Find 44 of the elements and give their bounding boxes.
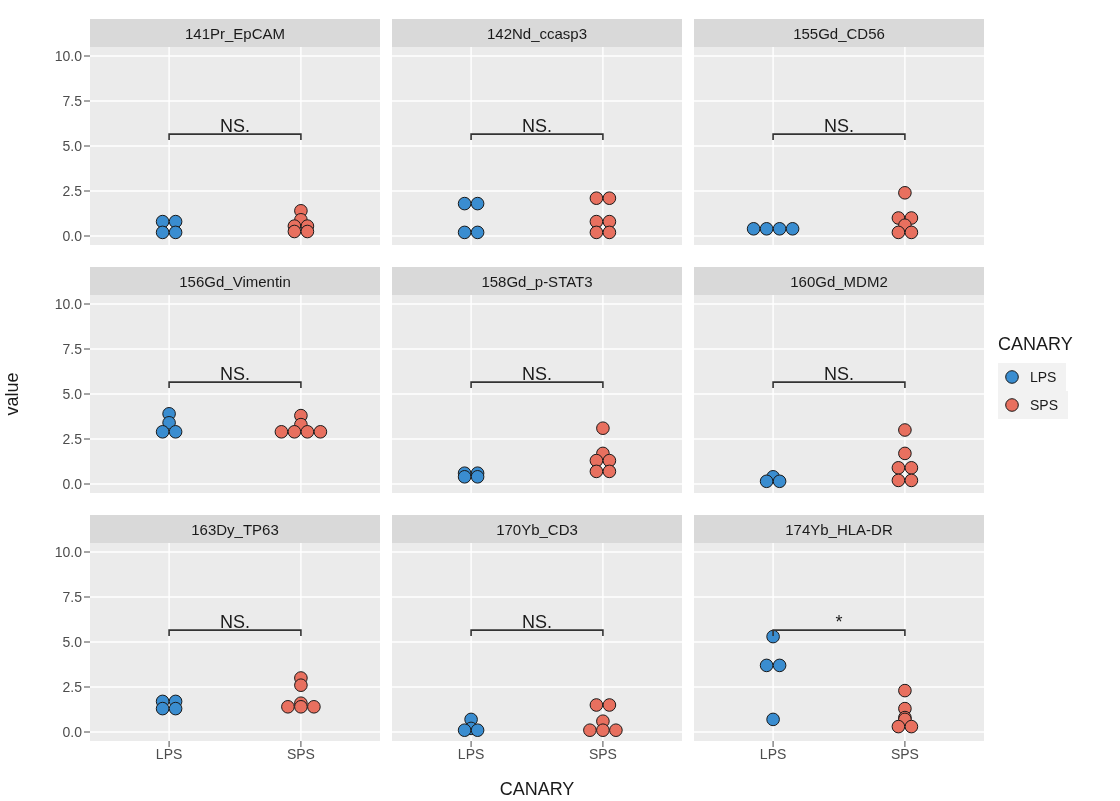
x-tick-label: SPS — [588, 745, 617, 762]
y-tick-label: 0.0 — [62, 227, 83, 244]
y-tick-label: 7.5 — [62, 588, 83, 605]
x-tick-label: SPS — [286, 745, 315, 762]
y-tick-label: 2.5 — [62, 430, 83, 447]
y-tick-label: 10.0 — [54, 543, 83, 560]
y-axis-title: value — [2, 372, 23, 416]
legend-label: SPS — [1030, 397, 1059, 413]
y-tick-label: 7.5 — [62, 340, 83, 357]
x-tick-label: LPS — [457, 745, 485, 762]
y-tick-label: 5.0 — [62, 137, 83, 154]
annotation: NS. — [521, 364, 553, 385]
x-tick-label: SPS — [890, 745, 919, 762]
annotation: NS. — [823, 116, 855, 137]
chart-title: 142Nd_ccasp3 — [392, 19, 682, 47]
y-tick-label: 7.5 — [62, 92, 83, 109]
annotation: NS. — [521, 612, 553, 633]
y-tick-label: 5.0 — [62, 385, 83, 402]
y-tick-label: 10.0 — [54, 295, 83, 312]
chart-title: 174Yb_HLA-DR — [694, 515, 984, 543]
annotation: NS. — [219, 364, 251, 385]
chart-title: 158Gd_p-STAT3 — [392, 267, 682, 295]
y-tick-label: 2.5 — [62, 678, 83, 695]
chart-title: 163Dy_TP63 — [90, 515, 380, 543]
chart-title: 155Gd_CD56 — [694, 19, 984, 47]
x-tick-label: LPS — [759, 745, 787, 762]
chart-title: 141Pr_EpCAM — [90, 19, 380, 47]
y-tick-label: 10.0 — [54, 47, 83, 64]
legend-label: LPS — [1030, 369, 1057, 385]
y-tick-label: 5.0 — [62, 633, 83, 650]
annotation: NS. — [521, 116, 553, 137]
chart-title: 160Gd_MDM2 — [694, 267, 984, 295]
legend-title: CANARY — [998, 334, 1073, 355]
annotation: * — [835, 612, 843, 633]
annotation: NS. — [823, 364, 855, 385]
chart-title: 156Gd_Vimentin — [90, 267, 380, 295]
y-tick-label: 2.5 — [62, 182, 83, 199]
annotation: NS. — [219, 116, 251, 137]
x-axis-title: CANARY — [499, 779, 575, 799]
y-tick-label: 0.0 — [62, 723, 83, 740]
y-tick-label: 0.0 — [62, 475, 83, 492]
x-tick-label: LPS — [155, 745, 183, 762]
annotation: NS. — [219, 612, 251, 633]
chart-title: 170Yb_CD3 — [392, 515, 682, 543]
